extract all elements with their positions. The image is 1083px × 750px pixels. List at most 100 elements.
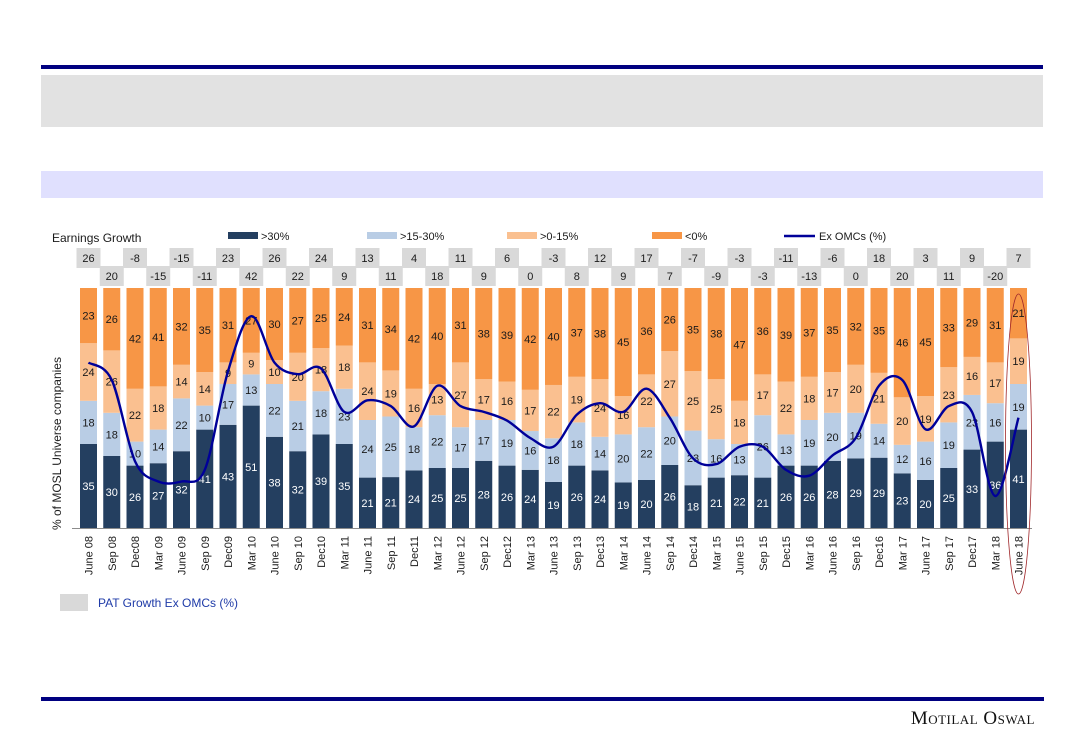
x-tick-label: Dec13 xyxy=(595,536,607,568)
svg-text:-11: -11 xyxy=(197,271,212,283)
svg-text:-7: -7 xyxy=(688,253,698,265)
bar-segment-0 xyxy=(149,288,167,387)
bar-data-label: 18 xyxy=(152,403,164,415)
svg-text:18: 18 xyxy=(431,271,443,283)
x-tick-label: Mar 12 xyxy=(432,536,444,570)
bar-data-label: 20 xyxy=(640,499,652,511)
pat-growth-label: 22 xyxy=(285,266,310,286)
bar-segment-15-30 xyxy=(568,422,586,466)
bar-segment-15-30 xyxy=(1010,384,1027,430)
svg-text:7: 7 xyxy=(1015,253,1021,265)
bar-data-label: 18 xyxy=(315,408,327,420)
legend-item-ex-omcs: Ex OMCs (%) xyxy=(784,231,886,243)
pat-growth-label: 8 xyxy=(564,266,589,286)
bar-data-label: 19 xyxy=(1012,356,1024,368)
pat-growth-label: -15 xyxy=(146,266,171,286)
bar-data-label: 30 xyxy=(106,487,118,499)
x-tick-label: June 17 xyxy=(921,536,933,575)
bar-segment-15-30 xyxy=(80,400,97,444)
svg-text:9: 9 xyxy=(969,253,975,265)
bar-data-label: 14 xyxy=(152,441,164,453)
svg-text:-3: -3 xyxy=(735,253,745,265)
bar-data-label: 35 xyxy=(873,325,885,337)
bar-data-label: 19 xyxy=(617,500,629,512)
legend-item-0-15: >0-15% xyxy=(507,231,578,243)
svg-text:8: 8 xyxy=(574,271,580,283)
pat-growth-label: 11 xyxy=(936,266,961,286)
bar-segment-0 xyxy=(847,288,865,365)
bar-segment-30 xyxy=(1010,429,1027,528)
bar-data-label: 35 xyxy=(687,325,699,337)
bar-segment-30 xyxy=(289,451,307,528)
bar-segment-0 xyxy=(359,288,376,363)
bar-data-label: 25 xyxy=(943,493,955,505)
bar-data-label: 17 xyxy=(989,378,1001,390)
bar-segment-0 xyxy=(986,288,1004,363)
bar-segment-0 xyxy=(80,288,97,344)
bar-segment-0 xyxy=(452,288,469,363)
bar-data-label: 10 xyxy=(199,413,211,425)
bar-segment-15-30 xyxy=(731,444,748,476)
bar-data-label: 41 xyxy=(152,332,164,344)
bar-data-label: 25 xyxy=(687,396,699,408)
bar-data-label: 28 xyxy=(478,489,490,501)
bar-data-label: 37 xyxy=(803,327,815,339)
bar-segment-0-15 xyxy=(173,364,190,399)
bar-data-label: 35 xyxy=(826,325,838,337)
bar-segment-15-30 xyxy=(800,420,818,466)
bottom-legend-swatch xyxy=(60,594,88,611)
bar-data-label: 18 xyxy=(571,439,583,451)
bar-data-label: 17 xyxy=(524,405,536,417)
x-tick-label: Dec16 xyxy=(874,536,886,568)
bar-segment-0 xyxy=(777,288,795,382)
bar-data-label: 22 xyxy=(129,410,141,422)
bar-data-label: 21 xyxy=(385,498,397,510)
bar-segment-15-30 xyxy=(963,394,981,450)
bar-segment-0 xyxy=(335,288,353,346)
bar-data-label: 14 xyxy=(873,436,885,448)
bar-data-label: 25 xyxy=(454,493,466,505)
x-tick-label: June 11 xyxy=(363,536,375,574)
bar-segment-0 xyxy=(893,288,911,398)
bar-segment-0-15 xyxy=(638,374,655,428)
bar-data-label: 17 xyxy=(222,399,234,411)
bar-data-label: 35 xyxy=(82,481,94,493)
bar-data-label: 39 xyxy=(501,330,513,342)
bar-data-label: 18 xyxy=(803,393,815,405)
bar-segment-0 xyxy=(312,288,330,348)
bar-data-label: 16 xyxy=(919,456,931,468)
bar-data-label: 22 xyxy=(268,405,280,417)
x-tick-label: June 15 xyxy=(735,536,747,575)
bar-data-label: 20 xyxy=(664,436,676,448)
bar-data-label: 18 xyxy=(106,429,118,441)
bar-data-label: 20 xyxy=(896,416,908,428)
bar-segment-30 xyxy=(103,456,121,528)
bar-data-label: 24 xyxy=(82,367,94,379)
bar-segment-0 xyxy=(963,288,981,357)
bar-segment-0-15 xyxy=(800,376,818,420)
x-tick-label: June 14 xyxy=(642,536,654,575)
bar-segment-0 xyxy=(521,288,539,390)
bar-segment-15-30 xyxy=(452,427,469,468)
bar-segment-30 xyxy=(940,468,958,528)
pat-growth-label: 20 xyxy=(99,266,124,286)
bar-segment-15-30 xyxy=(219,384,237,425)
bar-data-label: 17 xyxy=(826,387,838,399)
svg-text:>30%: >30% xyxy=(261,231,290,243)
bar-data-label: 22 xyxy=(780,403,792,415)
bar-segment-0 xyxy=(498,288,516,382)
bar-data-label: 28 xyxy=(826,489,838,501)
x-tick-label: Mar 17 xyxy=(897,536,909,570)
bar-data-label: 42 xyxy=(129,333,141,345)
bar-data-label: 14 xyxy=(175,377,187,389)
bar-data-label: 29 xyxy=(850,488,862,500)
bar-data-label: 19 xyxy=(803,438,815,450)
y-axis-label: % of MOSL Universe companies xyxy=(50,357,64,530)
bar-data-label: 21 xyxy=(361,498,373,510)
bar-data-label: 19 xyxy=(547,500,559,512)
bar-data-label: 18 xyxy=(82,417,94,429)
bar-data-label: 18 xyxy=(338,362,350,374)
pat-growth-label: 42 xyxy=(239,266,264,286)
bar-segment-15-30 xyxy=(893,444,911,474)
bar-segment-30 xyxy=(428,468,446,528)
